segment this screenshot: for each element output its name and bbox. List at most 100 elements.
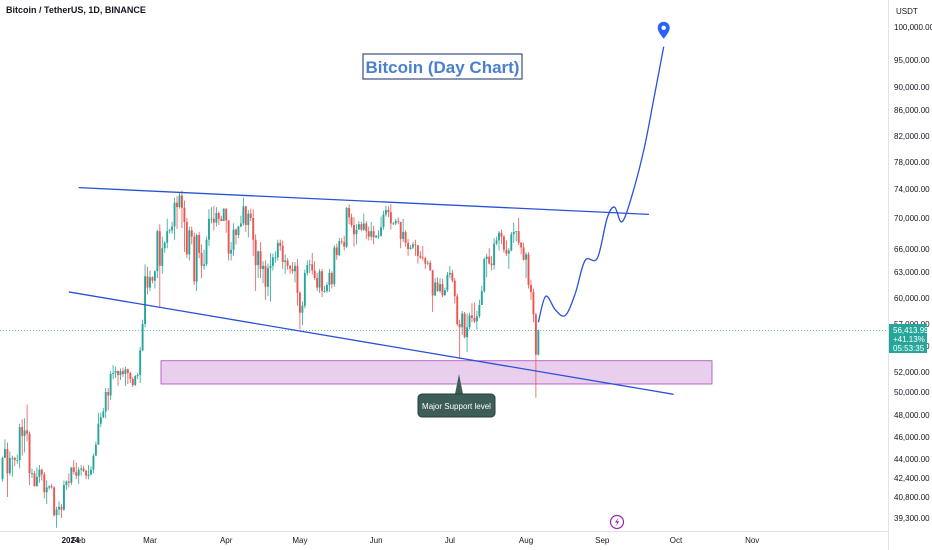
candle-body[interactable] bbox=[384, 210, 387, 215]
candle-body[interactable] bbox=[357, 224, 360, 230]
candle-body[interactable] bbox=[102, 411, 105, 418]
candle-body[interactable] bbox=[527, 254, 530, 285]
candle-body[interactable] bbox=[530, 285, 532, 292]
candle-body[interactable] bbox=[65, 481, 68, 486]
candle-body[interactable] bbox=[343, 242, 346, 247]
trend-lines[interactable] bbox=[68, 187, 674, 395]
candle-body[interactable] bbox=[380, 227, 382, 236]
candle-body[interactable] bbox=[215, 212, 218, 223]
candle-body[interactable] bbox=[274, 257, 277, 259]
candle-body[interactable] bbox=[109, 374, 112, 396]
candle-body[interactable] bbox=[70, 467, 73, 483]
candle-body[interactable] bbox=[249, 213, 252, 218]
candle-body[interactable] bbox=[1, 457, 4, 480]
candle-body[interactable] bbox=[198, 235, 201, 253]
candle-body[interactable] bbox=[99, 417, 102, 424]
candle-body[interactable] bbox=[362, 223, 365, 230]
candle-body[interactable] bbox=[493, 243, 496, 266]
candle-body[interactable] bbox=[448, 272, 451, 275]
candle-body[interactable] bbox=[239, 223, 242, 227]
candle-body[interactable] bbox=[451, 272, 454, 281]
candle-body[interactable] bbox=[126, 369, 129, 373]
candle-body[interactable] bbox=[284, 260, 287, 263]
candle-body[interactable] bbox=[306, 265, 309, 273]
candle-body[interactable] bbox=[85, 470, 88, 476]
candle-body[interactable] bbox=[392, 223, 395, 225]
candle-body[interactable] bbox=[520, 242, 523, 248]
candle-body[interactable] bbox=[40, 469, 43, 475]
candle-body[interactable] bbox=[443, 290, 446, 296]
candle-body[interactable] bbox=[208, 218, 210, 240]
candle-body[interactable] bbox=[28, 433, 31, 474]
candle-body[interactable] bbox=[183, 207, 186, 222]
candle-body[interactable] bbox=[478, 304, 481, 317]
candle-body[interactable] bbox=[505, 249, 508, 254]
candle-body[interactable] bbox=[242, 206, 245, 224]
candle-body[interactable] bbox=[414, 244, 417, 246]
candle-body[interactable] bbox=[141, 324, 144, 351]
support-zone-rect[interactable] bbox=[160, 360, 713, 385]
candle-body[interactable] bbox=[124, 369, 127, 374]
candle-body[interactable] bbox=[328, 272, 331, 285]
candle-body[interactable] bbox=[311, 264, 314, 271]
candle-body[interactable] bbox=[367, 231, 370, 237]
candle-body[interactable] bbox=[188, 230, 191, 255]
candle-body[interactable] bbox=[173, 202, 176, 227]
candle-body[interactable] bbox=[4, 449, 6, 458]
candle-body[interactable] bbox=[144, 276, 147, 324]
candle-body[interactable] bbox=[38, 469, 41, 477]
candle-body[interactable] bbox=[370, 231, 373, 237]
candle-body[interactable] bbox=[429, 262, 432, 271]
candle-body[interactable] bbox=[507, 250, 510, 254]
candle-body[interactable] bbox=[436, 282, 439, 292]
candle-body[interactable] bbox=[136, 375, 139, 376]
candle-body[interactable] bbox=[60, 506, 63, 510]
candle-body[interactable] bbox=[463, 313, 466, 338]
candle-body[interactable] bbox=[262, 265, 264, 269]
candle-body[interactable] bbox=[276, 242, 279, 258]
candle-body[interactable] bbox=[67, 481, 70, 483]
candle-body[interactable] bbox=[146, 276, 149, 288]
candle-body[interactable] bbox=[412, 244, 414, 248]
lower-channel-line[interactable] bbox=[68, 291, 674, 395]
candle-body[interactable] bbox=[63, 485, 65, 510]
candle-body[interactable] bbox=[375, 235, 378, 238]
candle-body[interactable] bbox=[458, 324, 461, 328]
candle-body[interactable] bbox=[171, 226, 174, 231]
candle-body[interactable] bbox=[210, 218, 213, 220]
candle-body[interactable] bbox=[195, 235, 198, 282]
candle-body[interactable] bbox=[225, 208, 228, 221]
candle-body[interactable] bbox=[114, 371, 117, 373]
upper-channel-line[interactable] bbox=[78, 187, 649, 216]
candle-body[interactable] bbox=[117, 371, 119, 375]
candle-body[interactable] bbox=[252, 218, 255, 240]
support-zone[interactable] bbox=[160, 360, 713, 385]
candle-body[interactable] bbox=[333, 247, 336, 285]
candle-body[interactable] bbox=[80, 468, 83, 470]
candle-body[interactable] bbox=[471, 315, 473, 318]
candle-body[interactable] bbox=[139, 350, 142, 375]
candle-body[interactable] bbox=[421, 257, 424, 259]
candle-body[interactable] bbox=[257, 251, 260, 266]
candle-body[interactable] bbox=[475, 316, 478, 322]
candle-body[interactable] bbox=[205, 239, 208, 265]
candle-body[interactable] bbox=[119, 371, 122, 375]
candle-body[interactable] bbox=[185, 221, 188, 255]
candle-body[interactable] bbox=[522, 247, 525, 260]
candle-body[interactable] bbox=[6, 449, 9, 474]
candle-body[interactable] bbox=[21, 427, 24, 436]
candle-body[interactable] bbox=[45, 487, 48, 493]
candle-body[interactable] bbox=[316, 278, 319, 288]
candle-body[interactable] bbox=[254, 239, 257, 266]
candle-body[interactable] bbox=[456, 296, 459, 324]
candle-body[interactable] bbox=[488, 256, 491, 264]
candle-body[interactable] bbox=[534, 314, 537, 355]
candle-body[interactable] bbox=[87, 474, 90, 476]
candle-body[interactable] bbox=[387, 210, 390, 213]
candle-body[interactable] bbox=[55, 509, 58, 516]
candle-body[interactable] bbox=[158, 231, 161, 266]
candle-body[interactable] bbox=[338, 241, 341, 256]
candle-body[interactable] bbox=[153, 271, 156, 281]
candle-body[interactable] bbox=[330, 272, 333, 285]
